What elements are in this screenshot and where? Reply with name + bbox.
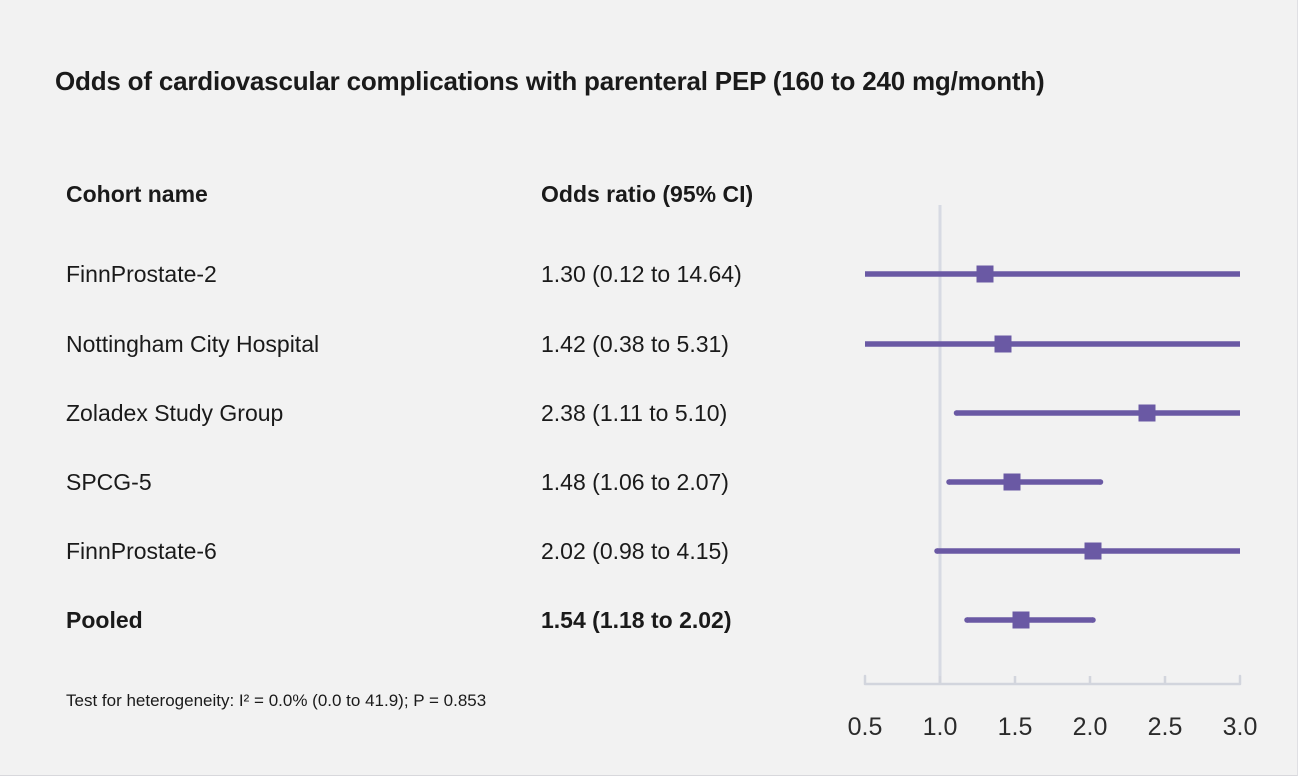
ci-end-cap [934, 548, 940, 554]
or-marker [1138, 404, 1156, 422]
x-axis-tick-label: 2.0 [1073, 713, 1108, 741]
cohort-name: FinnProstate-6 [66, 538, 217, 564]
or-value: 2.02 (0.98 to 4.15) [541, 538, 729, 564]
heterogeneity-note: Test for heterogeneity: I² = 0.0% (0.0 t… [66, 691, 487, 710]
ci-end-cap [953, 410, 960, 416]
figure-title: Odds of cardiovascular complications wit… [55, 66, 1045, 96]
x-axis-tick-label: 1.5 [998, 713, 1033, 741]
or-value: 1.48 (1.06 to 2.07) [541, 469, 729, 495]
or-value: 2.38 (1.11 to 5.10) [541, 400, 728, 426]
x-axis-tick-label: 1.0 [923, 713, 958, 741]
cohort-name: Pooled [66, 607, 143, 633]
or-marker [1003, 473, 1021, 491]
or-marker [994, 335, 1012, 353]
or-value: 1.54 (1.18 to 2.02) [541, 607, 732, 633]
ci-end-cap [964, 617, 970, 623]
odds-ratio-column-header: Odds ratio (95% CI) [541, 181, 754, 207]
ci-end-cap [946, 479, 952, 485]
ci-end-cap [1090, 617, 1096, 623]
cohort-name: Nottingham City Hospital [66, 331, 320, 357]
x-axis [863, 674, 1242, 686]
cohort-name: FinnProstate-2 [66, 261, 217, 287]
ci-end-cap [1097, 479, 1104, 485]
or-value: 1.42 (0.38 to 5.31) [541, 331, 729, 357]
x-axis-tick-label: 0.5 [848, 713, 883, 741]
x-axis-tick-label: 2.5 [1148, 713, 1183, 741]
or-marker [1084, 542, 1102, 560]
x-axis-tick-label: 3.0 [1223, 713, 1258, 741]
or-marker [976, 265, 994, 283]
cohort-name: Zoladex Study Group [66, 400, 284, 426]
or-value: 1.30 (0.12 to 14.64) [541, 261, 742, 287]
or-marker [1012, 611, 1030, 629]
cohort-name: SPCG-5 [66, 469, 152, 495]
cohort-column-header: Cohort name [66, 181, 208, 207]
